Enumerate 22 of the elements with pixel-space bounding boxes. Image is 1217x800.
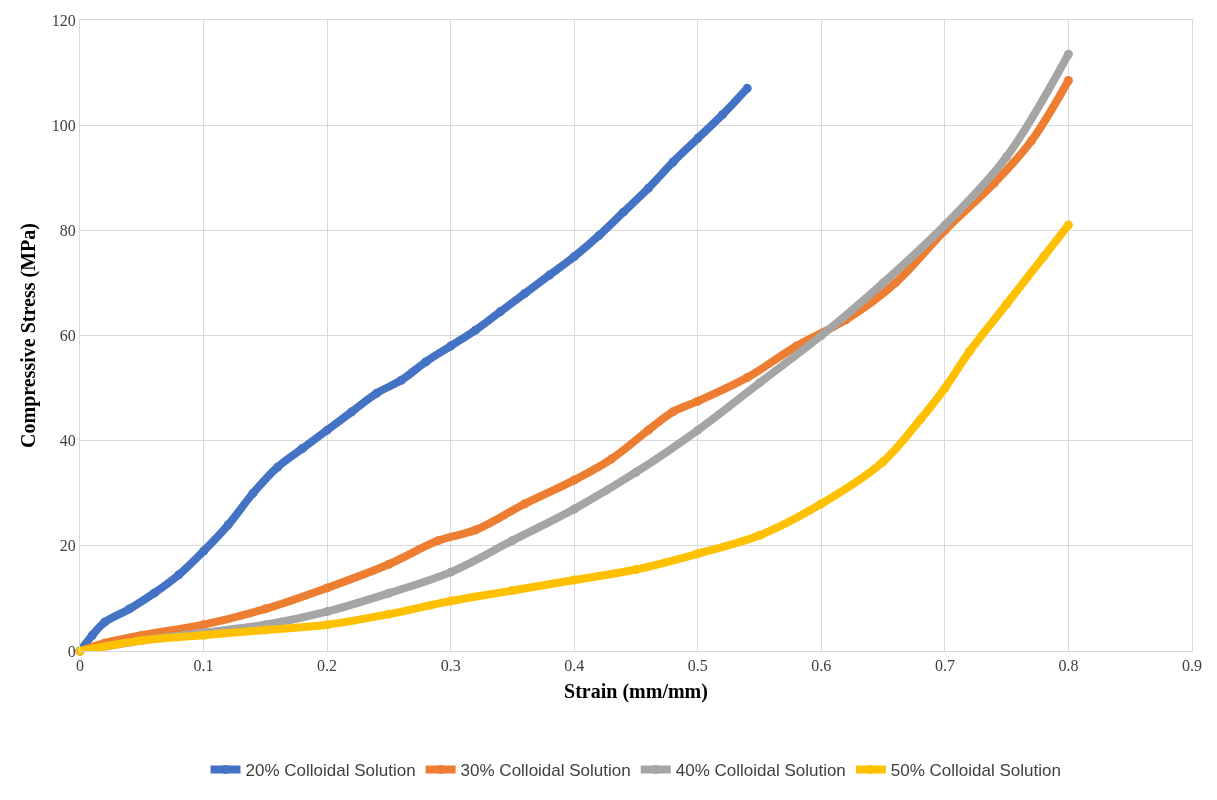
x-tick-label: 0.6: [811, 657, 832, 675]
y-tick-label: 60: [59, 327, 76, 345]
y-tick-label: 80: [59, 221, 76, 239]
x-axis-title: Strain (mm/mm): [564, 679, 708, 703]
x-tick-label: 0.9: [1182, 657, 1202, 675]
x-tick-label: 0.5: [687, 657, 708, 675]
legend-label: 20% Colloidal Solution: [245, 761, 416, 781]
x-tick-label: 0.2: [317, 657, 338, 675]
y-tick-label: 100: [51, 116, 76, 134]
y-tick-label: 20: [59, 537, 76, 555]
x-tick-label: 0.4: [564, 657, 585, 675]
y-tick-label: 0: [67, 642, 76, 660]
x-tick-label: 0.7: [934, 657, 955, 675]
legend-label: 50% Colloidal Solution: [890, 761, 1061, 781]
y-tick-label: 120: [51, 11, 76, 29]
x-tick-label: 0.1: [193, 657, 214, 675]
legend-label: 40% Colloidal Solution: [675, 761, 846, 781]
x-tick-label: 0.8: [1058, 657, 1079, 675]
y-axis-title: Compressive Stress (MPa): [17, 223, 41, 448]
x-tick-label: 0.3: [440, 657, 461, 675]
y-tick-label: 40: [59, 432, 76, 450]
legend-label: 30% Colloidal Solution: [460, 761, 631, 781]
